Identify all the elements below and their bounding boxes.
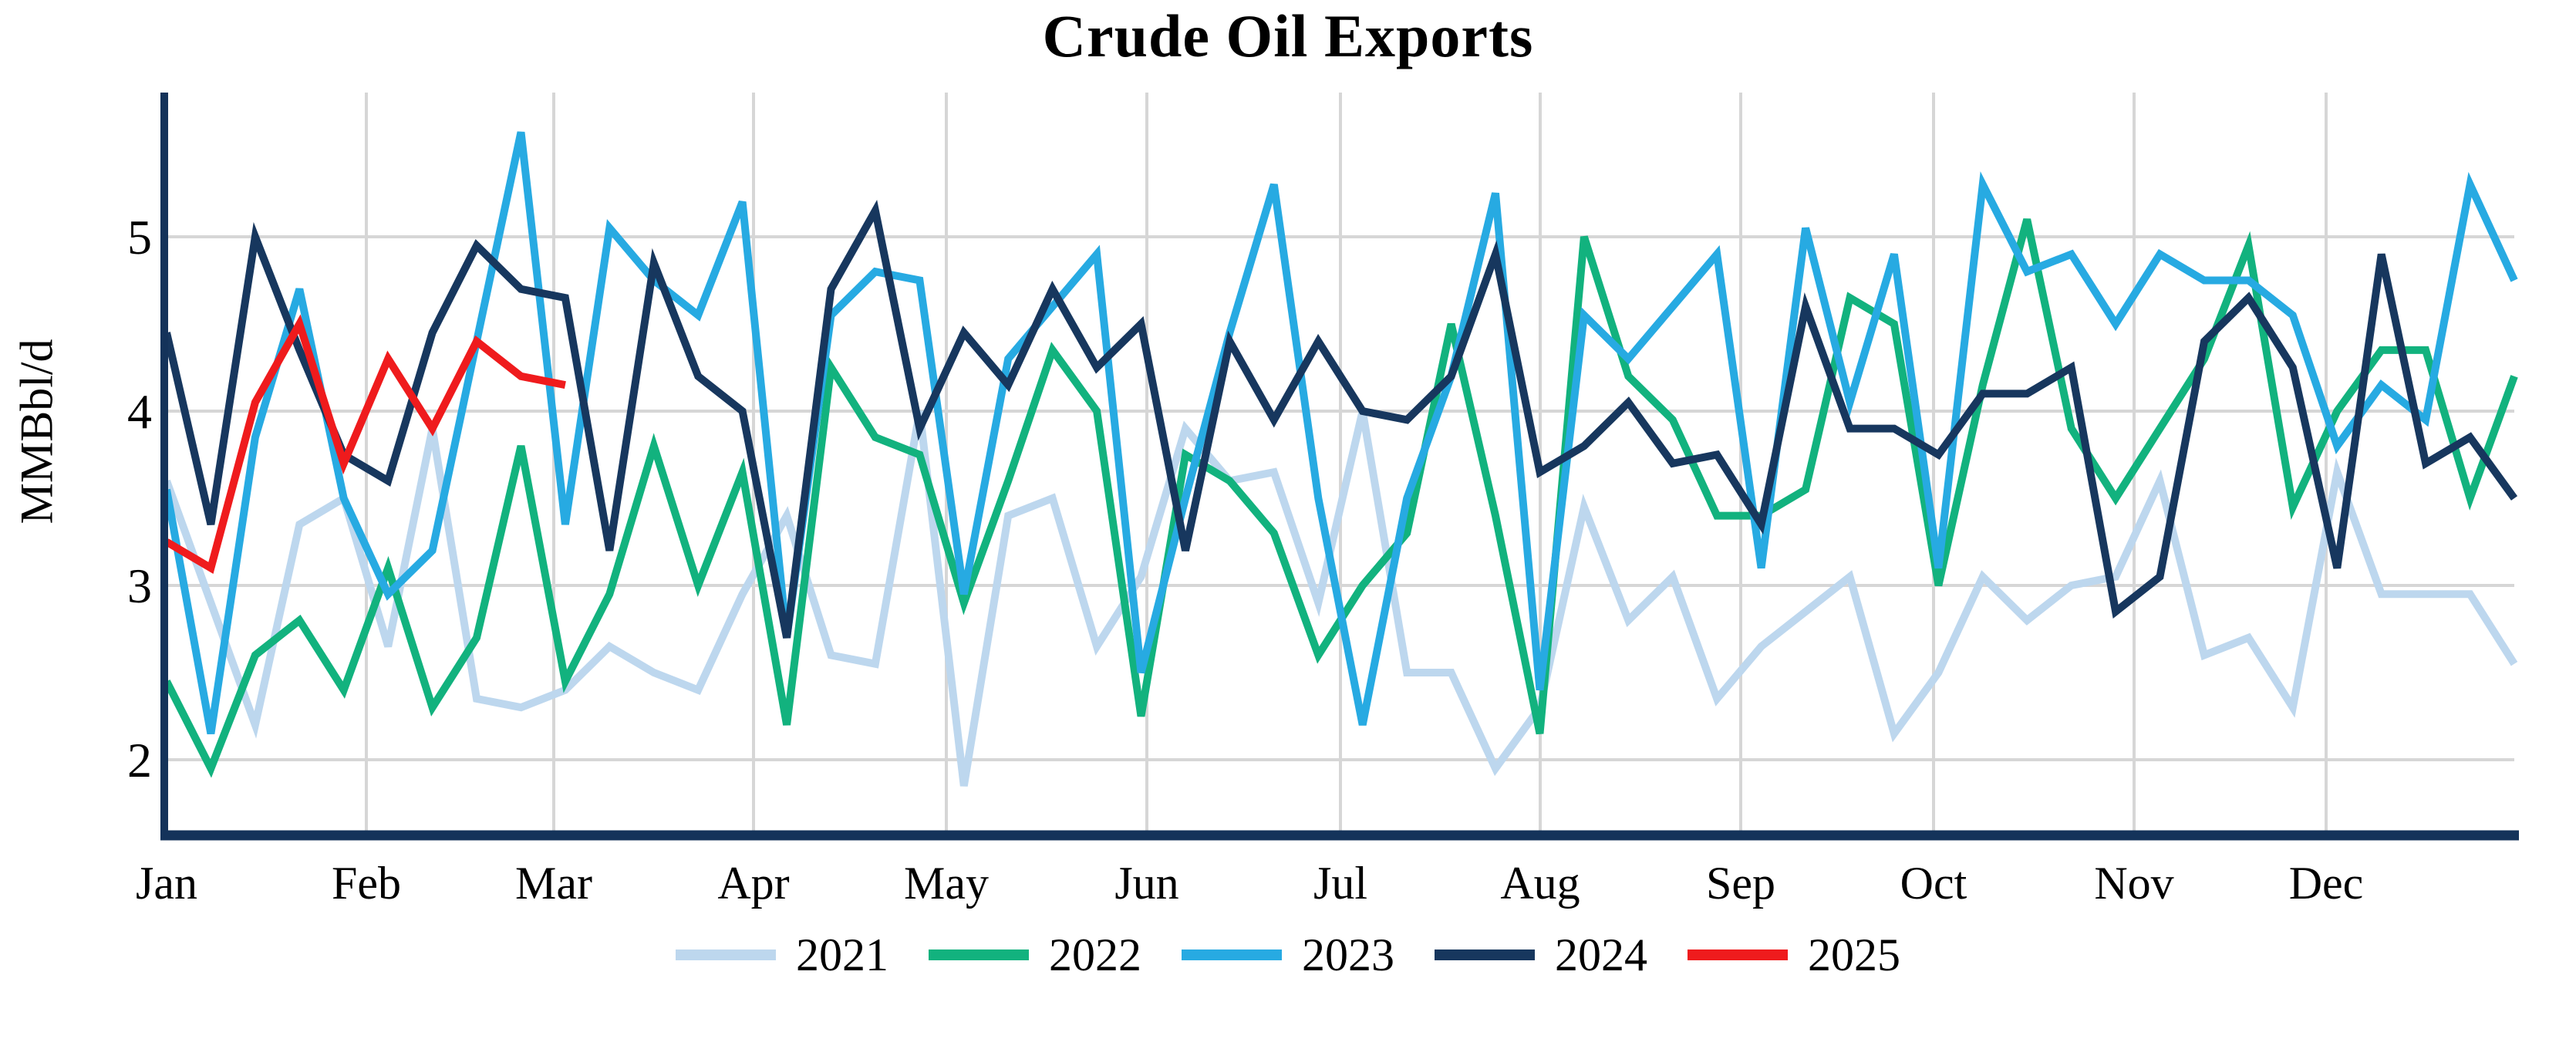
x-axis-month-label: Jul — [1313, 858, 1367, 909]
x-axis-month-label: Jan — [136, 858, 197, 909]
legend-item-2022: 2022 — [929, 932, 1141, 978]
legend-swatch-2024 — [1435, 949, 1535, 960]
legend-label-2025: 2025 — [1808, 929, 1900, 980]
legend: 2021 2022 2023 2024 2025 — [0, 932, 2576, 978]
x-axis-month-label: Mar — [515, 858, 592, 909]
legend-swatch-2021 — [676, 949, 776, 960]
legend-swatch-2023 — [1182, 949, 1282, 960]
series-line-2024 — [163, 199, 2518, 639]
x-axis-month-label: Aug — [1500, 858, 1580, 909]
legend-label-2024: 2024 — [1555, 929, 1647, 980]
series-line-2023 — [163, 131, 2518, 734]
x-axis-month-label: Apr — [717, 858, 789, 909]
x-axis-month-label: May — [904, 858, 989, 909]
series-line-2021 — [163, 410, 2518, 787]
x-axis-month-label: Nov — [2094, 858, 2173, 909]
legend-item-2021: 2021 — [676, 932, 888, 978]
legend-swatch-2022 — [929, 949, 1029, 960]
legend-item-2024: 2024 — [1435, 932, 1647, 978]
legend-label-2021: 2021 — [796, 929, 888, 980]
x-axis-month-label: Jun — [1114, 858, 1178, 909]
x-axis-month-label: Dec — [2289, 858, 2364, 909]
legend-swatch-2025 — [1688, 949, 1788, 960]
series-line-2025 — [164, 314, 566, 575]
x-axis-month-label: Sep — [1706, 858, 1775, 909]
chart-title: Crude Oil Exports — [1042, 2, 1534, 69]
legend-label-2023: 2023 — [1302, 929, 1394, 980]
y-axis-tick-label: 3 — [127, 558, 152, 613]
y-axis-tick-label: 2 — [127, 733, 152, 788]
y-axis-tick-label: 5 — [127, 210, 152, 265]
x-axis-month-label: Oct — [1900, 858, 1967, 909]
legend-item-2025: 2025 — [1688, 932, 1900, 978]
legend-label-2022: 2022 — [1049, 929, 1141, 980]
legend-item-2023: 2023 — [1182, 932, 1394, 978]
y-axis-tick-label: 4 — [127, 384, 152, 439]
x-axis-month-label: Feb — [332, 858, 401, 909]
